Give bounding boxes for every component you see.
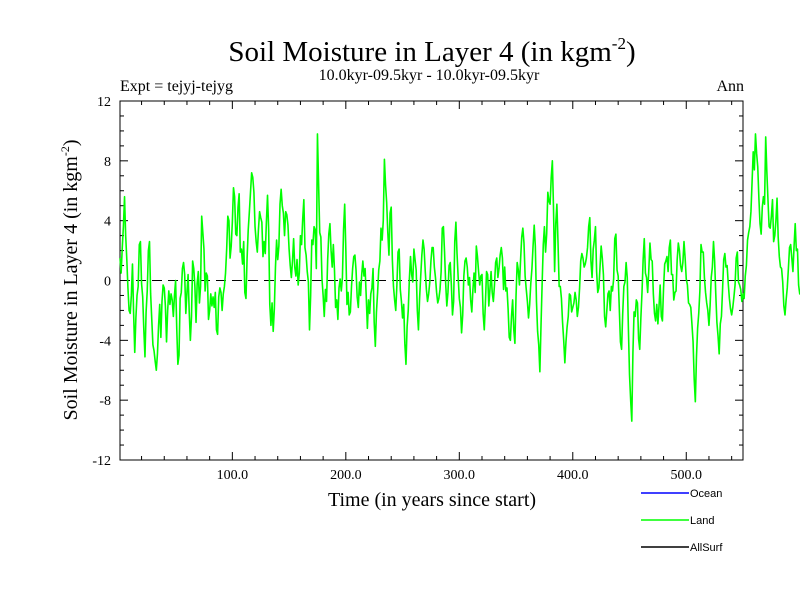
legend-label-land: Land	[690, 515, 714, 527]
legend: Ocean Land AllSurf	[641, 488, 723, 554]
x-tick-label: 300.0	[444, 468, 476, 483]
y-tick-label: 8	[104, 155, 111, 170]
experiment-label: Expt = tejyj-tejyg	[120, 78, 233, 95]
y-tick-label: -12	[92, 454, 111, 469]
y-tick-label: 12	[97, 95, 111, 110]
x-tick-label: 400.0	[557, 468, 589, 483]
period-label: 10.0kyr-09.5kyr - 10.0kyr-09.5kyr	[319, 67, 540, 84]
y-tick-label: 0	[104, 275, 111, 290]
y-axis-label-superscript: -2	[58, 146, 72, 156]
y-tick-label: -8	[99, 394, 111, 409]
season-label: Ann	[716, 78, 744, 95]
legend-label-allsurf: AllSurf	[690, 542, 723, 554]
y-tick-label: -4	[99, 334, 111, 349]
x-axis-label: Time (in years since start)	[328, 489, 536, 511]
x-tick-label: 100.0	[217, 468, 249, 483]
chart-title-superscript: -2	[612, 34, 626, 53]
legend-label-ocean: Ocean	[690, 488, 722, 500]
series-line-land	[119, 133, 800, 422]
y-axis-label: Soil Moisture in Layer 4 (in kgm-2)	[58, 139, 82, 420]
x-tick-label: 200.0	[330, 468, 362, 483]
x-tick-label: 500.0	[671, 468, 703, 483]
chart-title: Soil Moisture in Layer 4 (in kgm-2)	[228, 34, 635, 68]
y-tick-label: 4	[104, 215, 111, 230]
